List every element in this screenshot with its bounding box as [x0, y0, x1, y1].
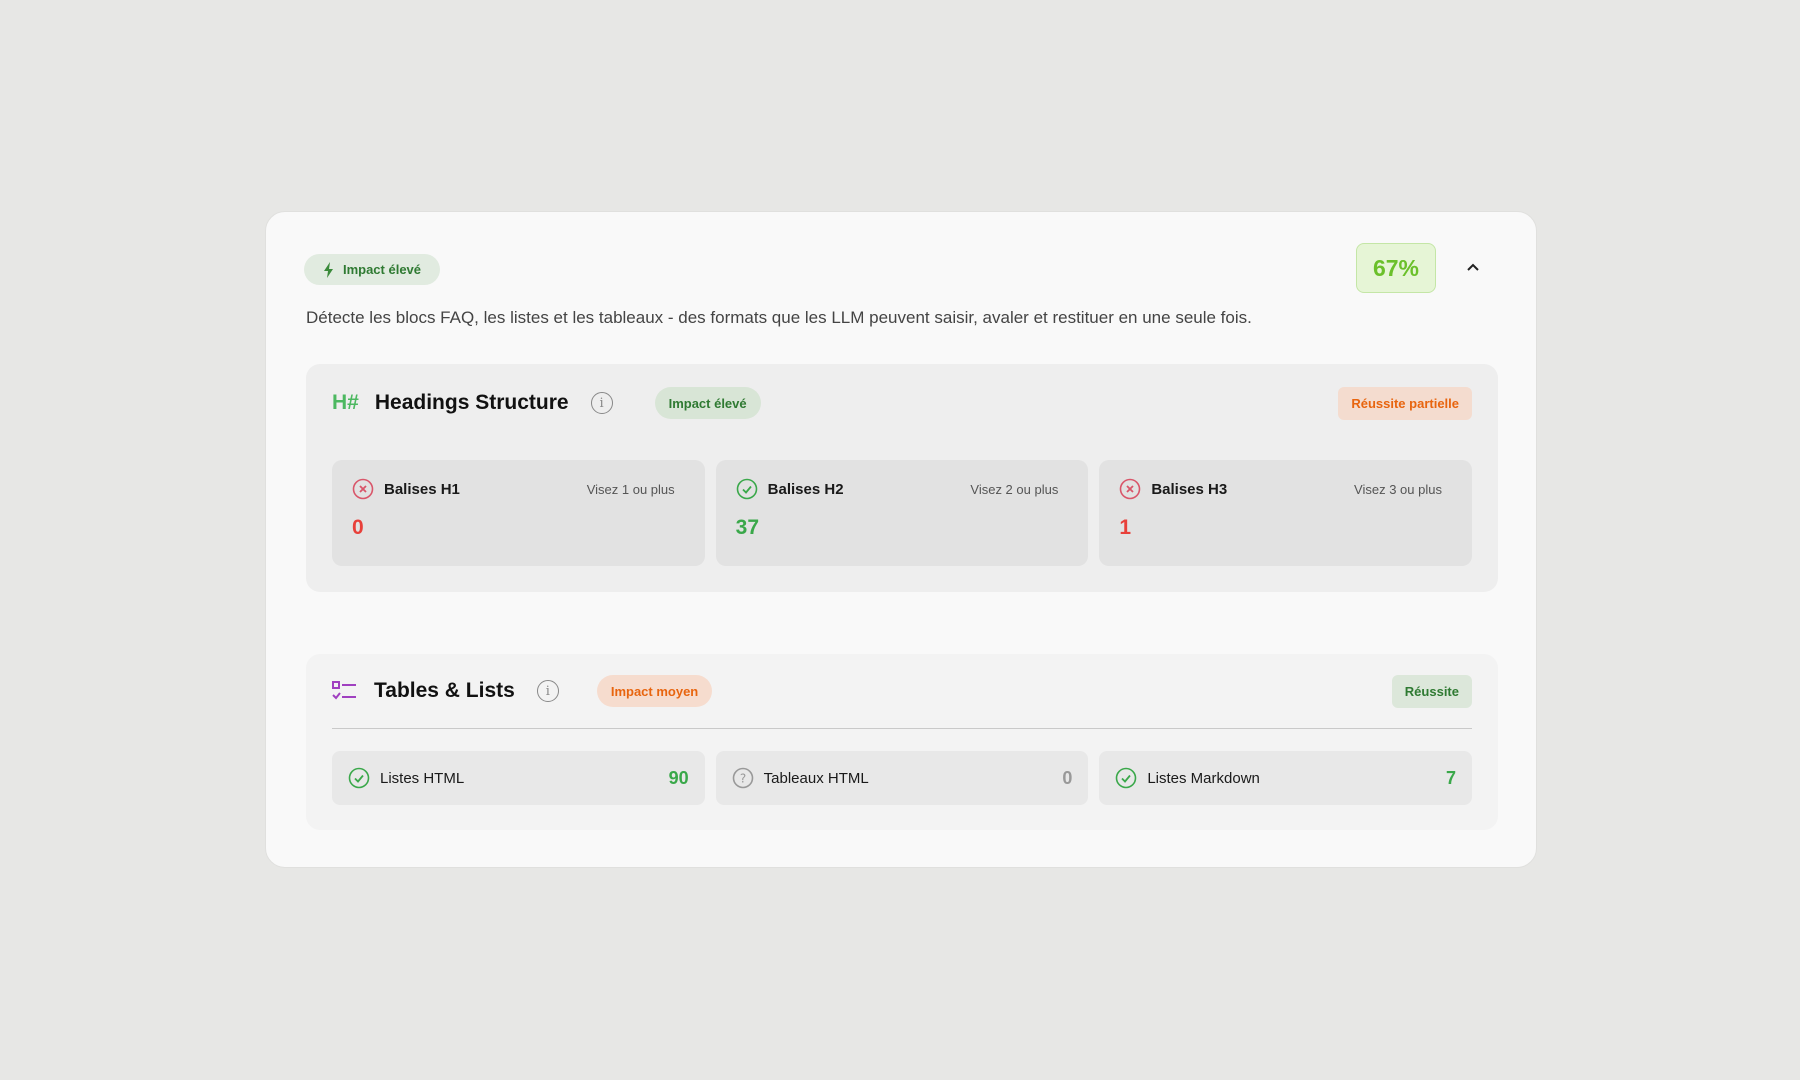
chevron-up-icon: [1467, 263, 1479, 271]
impact-badge: Impact élevé: [304, 254, 440, 285]
heading-metric-card: Balises H3 Visez 3 ou plus 1: [1099, 460, 1472, 566]
heading-metric-card: Balises H2 Visez 2 ou plus 37: [715, 460, 1089, 566]
analysis-card: Impact élevé 67% Détecte les blocs FAQ, …: [265, 211, 1537, 868]
metric-label: Tableaux HTML: [763, 769, 869, 787]
info-icon[interactable]: i: [536, 680, 559, 702]
check-circle-icon: [348, 767, 370, 789]
metric-value: 0: [352, 516, 364, 539]
metric-label: Balises H3: [1151, 480, 1228, 498]
x-circle-icon: [1120, 478, 1141, 500]
status-badge: Réussite: [1391, 674, 1472, 708]
section-title: Headings Structure: [374, 391, 569, 414]
list-metric-card: Listes Markdown 7: [1099, 751, 1472, 805]
metric-label: Balises H2: [767, 480, 844, 498]
section-title: Tables & Lists: [374, 679, 515, 702]
check-circle-icon: [1116, 767, 1137, 789]
impact-label: Impact élevé: [342, 262, 422, 277]
x-circle-icon: [352, 478, 374, 500]
metric-label: Listes Markdown: [1147, 769, 1260, 787]
description: Détecte les blocs FAQ, les listes et les…: [306, 308, 1252, 327]
metric-value: 7: [1445, 767, 1456, 788]
metric-value: 37: [735, 516, 760, 539]
metric-label: Listes HTML: [380, 769, 465, 787]
checklist-icon: [332, 681, 356, 700]
headings-icon: H#: [332, 391, 359, 414]
check-circle-icon: [736, 478, 757, 500]
headings-section: H# Headings Structure i Impact élevé Réu…: [306, 364, 1498, 592]
impact-badge: Impact moyen: [596, 675, 713, 707]
status-badge: Réussite partielle: [1338, 386, 1472, 420]
tables-section: Tables & Lists i Impact moyen Réussite L…: [306, 654, 1498, 830]
metric-value: 90: [668, 767, 689, 788]
metric-label: Balises H1: [384, 480, 460, 498]
metric-target: Visez 2 ou plus: [970, 481, 1059, 497]
metric-target: Visez 1 ou plus: [586, 481, 675, 497]
metric-value: 1: [1119, 516, 1132, 539]
question-circle-icon: ?: [732, 767, 753, 789]
list-metric-card: Listes HTML 90: [332, 751, 705, 805]
svg-text:?: ?: [739, 772, 745, 786]
divider: [332, 728, 1472, 729]
impact-badge: Impact élevé: [654, 387, 761, 419]
lightning-icon: [323, 261, 333, 278]
metric-target: Visez 3 ou plus: [1354, 481, 1442, 497]
metric-value: 0: [1062, 767, 1073, 788]
score-badge: 67%: [1356, 243, 1436, 293]
info-icon[interactable]: i: [590, 392, 613, 414]
collapse-button[interactable]: [1462, 256, 1484, 278]
list-metric-card: ? Tableaux HTML 0: [715, 751, 1089, 805]
heading-metric-card: Balises H1 Visez 1 ou plus 0: [332, 460, 705, 566]
